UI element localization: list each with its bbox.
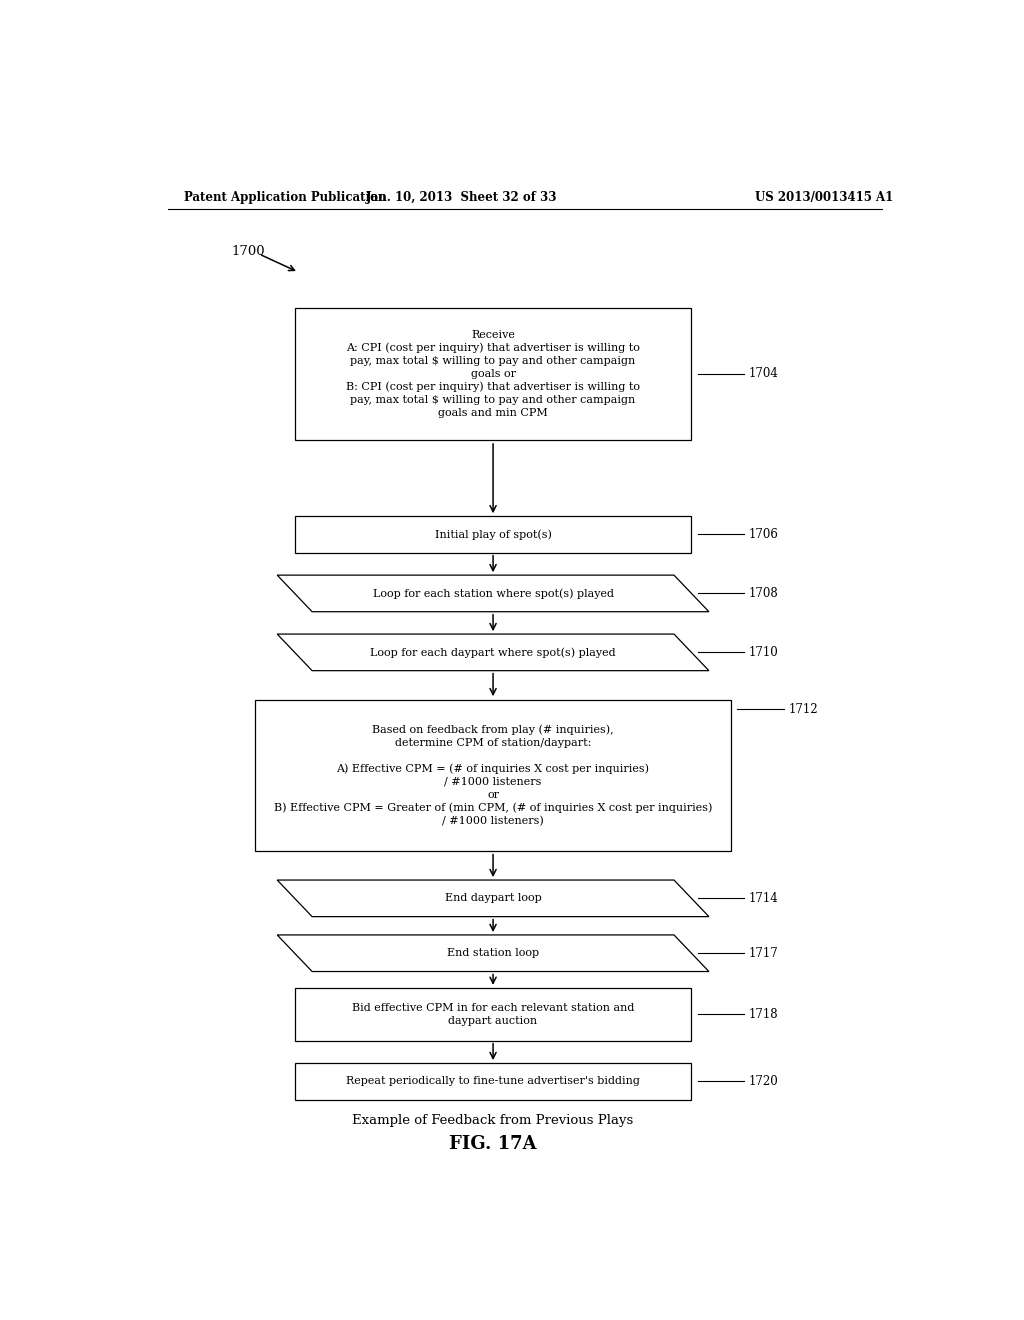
Text: Bid effective CPM in for each relevant station and
daypart auction: Bid effective CPM in for each relevant s… xyxy=(352,1003,634,1026)
Text: Receive
A: CPI (cost per inquiry) that advertiser is willing to
pay, max total $: Receive A: CPI (cost per inquiry) that a… xyxy=(346,330,640,418)
Polygon shape xyxy=(278,935,709,972)
Text: 1700: 1700 xyxy=(231,246,265,259)
Polygon shape xyxy=(278,634,709,671)
Text: Jan. 10, 2013  Sheet 32 of 33: Jan. 10, 2013 Sheet 32 of 33 xyxy=(366,190,557,203)
Text: 1708: 1708 xyxy=(749,587,778,599)
Text: Repeat periodically to fine-tune advertiser's bidding: Repeat periodically to fine-tune adverti… xyxy=(346,1076,640,1086)
Text: Example of Feedback from Previous Plays: Example of Feedback from Previous Plays xyxy=(352,1114,634,1127)
Text: 1704: 1704 xyxy=(749,367,778,380)
Text: End station loop: End station loop xyxy=(447,948,539,958)
Text: Loop for each daypart where spot(s) played: Loop for each daypart where spot(s) play… xyxy=(371,647,615,657)
Text: Initial play of spot(s): Initial play of spot(s) xyxy=(434,529,552,540)
Text: 1718: 1718 xyxy=(749,1007,778,1020)
Text: Patent Application Publication: Patent Application Publication xyxy=(183,190,386,203)
FancyBboxPatch shape xyxy=(295,987,691,1040)
Text: End daypart loop: End daypart loop xyxy=(444,894,542,903)
FancyBboxPatch shape xyxy=(255,700,731,850)
Polygon shape xyxy=(278,880,709,916)
Text: 1710: 1710 xyxy=(749,645,778,659)
Text: 1712: 1712 xyxy=(788,702,818,715)
Text: 1717: 1717 xyxy=(749,946,778,960)
Text: FIG. 17A: FIG. 17A xyxy=(450,1135,537,1154)
Text: US 2013/0013415 A1: US 2013/0013415 A1 xyxy=(755,190,893,203)
Text: 1714: 1714 xyxy=(749,892,778,904)
FancyBboxPatch shape xyxy=(295,308,691,440)
Polygon shape xyxy=(278,576,709,611)
Text: Loop for each station where spot(s) played: Loop for each station where spot(s) play… xyxy=(373,589,613,599)
Text: Based on feedback from play (# inquiries),
determine CPM of station/daypart:

A): Based on feedback from play (# inquiries… xyxy=(273,725,713,826)
Text: 1720: 1720 xyxy=(749,1074,778,1088)
FancyBboxPatch shape xyxy=(295,516,691,553)
FancyBboxPatch shape xyxy=(295,1063,691,1100)
Text: 1706: 1706 xyxy=(749,528,778,541)
